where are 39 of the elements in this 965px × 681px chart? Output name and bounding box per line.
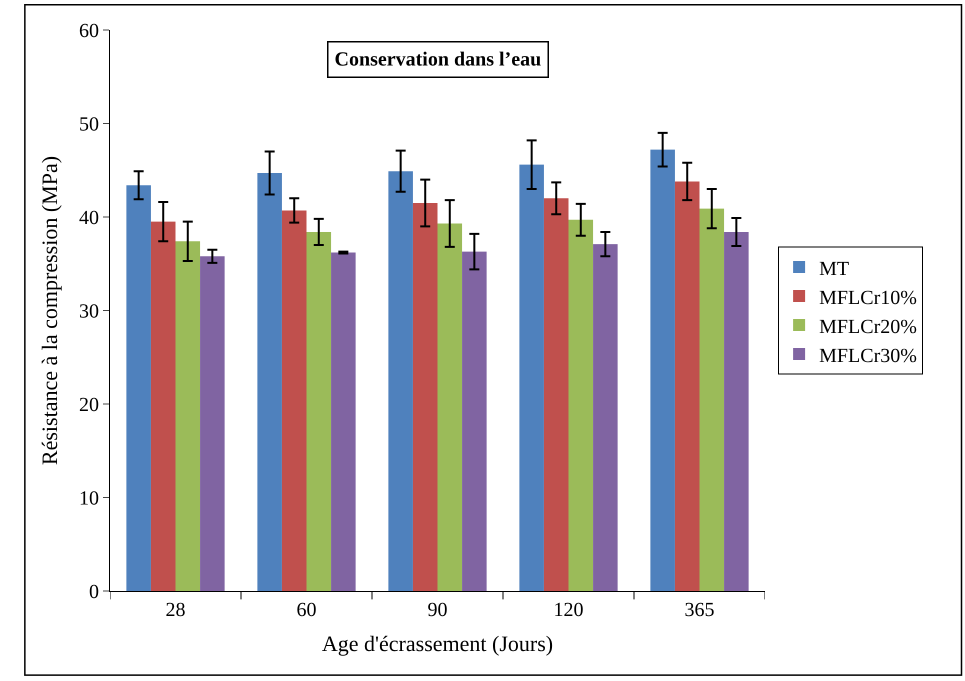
bar: [568, 220, 594, 591]
bar: [544, 198, 568, 591]
x-tick-label: 120: [554, 599, 584, 621]
legend-label: MT: [819, 258, 850, 280]
y-tick-label: 0: [89, 581, 99, 603]
bar: [306, 232, 332, 591]
x-tick-label: 90: [428, 599, 448, 621]
bar: [200, 256, 225, 591]
y-tick-label: 50: [79, 114, 99, 136]
bar: [388, 171, 413, 591]
y-tick-label: 20: [79, 394, 99, 416]
bar: [438, 224, 462, 591]
bar: [150, 222, 176, 591]
bar: [257, 173, 282, 591]
bar: [593, 244, 618, 591]
bar: [724, 232, 749, 591]
bar: [331, 252, 356, 591]
bar: [650, 150, 675, 591]
y-tick-label: 10: [79, 488, 99, 510]
y-tick-label: 40: [79, 207, 99, 229]
x-tick-label: 60: [296, 599, 316, 621]
bar: [126, 185, 151, 591]
x-tick-label: 28: [166, 599, 186, 621]
legend-label: MFLCr10%: [819, 286, 917, 309]
bar: [462, 252, 487, 591]
legend-label: MFLCr30%: [819, 344, 917, 367]
bar: [282, 210, 306, 591]
bar: [674, 181, 700, 591]
legend-label: MFLCr20%: [819, 316, 917, 338]
y-tick-label: 30: [79, 300, 99, 322]
bar: [700, 208, 724, 591]
x-tick-label: 365: [684, 599, 714, 621]
bar: [519, 164, 544, 591]
y-tick-label: 60: [79, 20, 99, 42]
text: Conservation dans l’eau: [334, 48, 542, 70]
x-axis-title: Age d'écrassement (Jours): [322, 630, 554, 656]
y-axis-title: Résistance à la compression (MPa): [36, 156, 62, 466]
bar: [412, 202, 438, 591]
bar: [176, 241, 200, 591]
